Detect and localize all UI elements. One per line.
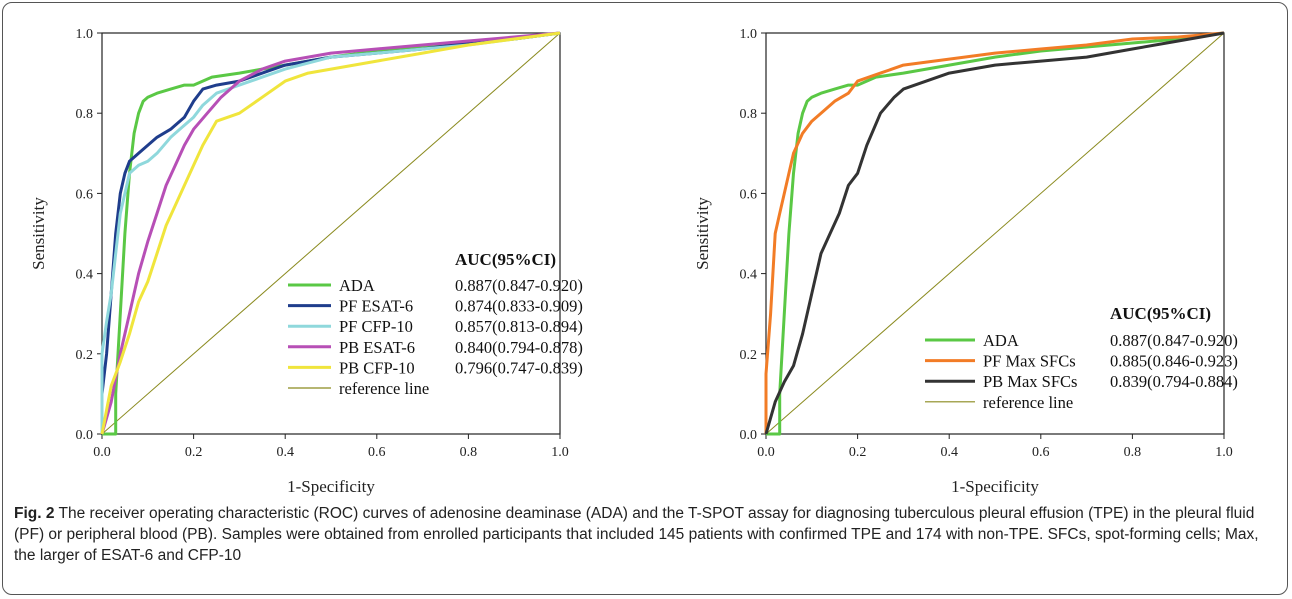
series-line-pb-esat-6 [100, 31, 561, 435]
series-line-ada [766, 31, 1225, 436]
x-tick-label: 0.2 [849, 445, 867, 460]
legend-auc-value: 0.796(0.747-0.839) [455, 358, 583, 377]
y-tick-label: 0.8 [740, 107, 758, 122]
series-line-reference-line [101, 32, 561, 435]
y-tick-label: 0.4 [740, 268, 758, 283]
series-line-pb-max-sfcs [764, 31, 1225, 435]
series-line-ada [102, 31, 561, 436]
series-line-pf-max-sfcs [764, 31, 1225, 434]
legend-auc-value: 0.874(0.833-0.909) [455, 297, 583, 316]
legend-auc-value: 0.839(0.794-0.884) [1110, 372, 1238, 391]
y-tick-label: 0.0 [76, 428, 94, 443]
series-line-pb-cfp-10 [100, 31, 561, 435]
legend-series-name: PF CFP-10 [339, 317, 413, 336]
series-line-reference-line [765, 32, 1225, 435]
y-axis-title: Sensitivity [29, 197, 48, 270]
x-tick-label: 0.4 [940, 445, 958, 460]
legend-series-name: PF ESAT-6 [339, 297, 413, 316]
plot-area-frame [101, 32, 561, 435]
caption-text: The receiver operating characteristic (R… [14, 505, 1259, 564]
x-tick-label: 1.0 [1215, 445, 1233, 460]
legend-series-name: PF Max SFCs [983, 352, 1076, 371]
x-tick-label: 1.0 [551, 445, 569, 460]
y-tick-label: 0.6 [76, 187, 94, 202]
figure-caption: Fig. 2 The receiver operating characteri… [14, 503, 1276, 566]
chart-panel-2: 0.0 0.0 0.2 0.2 0.4 0.4 0.6 0.6 0.8 0.8 1.0 1.0 1-Sp… [693, 27, 1238, 496]
legend-series-name: ADA [339, 276, 375, 295]
legend-auc-value: 0.885(0.846-0.923) [1110, 352, 1238, 371]
series-line-pf-cfp-10 [100, 31, 561, 434]
x-tick-label: 0.8 [1124, 445, 1142, 460]
x-tick-label: 0.2 [185, 445, 203, 460]
legend-series-name: PB Max SFCs [983, 372, 1077, 391]
plot-area-frame [765, 32, 1225, 435]
legend-title: AUC(95%CI) [455, 250, 556, 269]
legend-series-name: reference line [339, 379, 429, 398]
legend-title: AUC(95%CI) [1110, 304, 1211, 323]
y-tick-label: 0.2 [76, 348, 94, 363]
legend-series-name: PB ESAT-6 [339, 338, 415, 357]
y-tick-label: 1.0 [740, 27, 758, 42]
y-axis-title: Sensitivity [693, 197, 712, 270]
x-tick-label: 0.0 [757, 445, 775, 460]
y-tick-label: 0.2 [740, 348, 758, 363]
legend-auc-value: 0.840(0.794-0.878) [455, 338, 583, 357]
y-tick-label: 0.6 [740, 187, 758, 202]
legend-series-name: ADA [983, 331, 1019, 350]
y-tick-label: 0.8 [76, 107, 94, 122]
legend-series-name: PB CFP-10 [339, 358, 415, 377]
legend-auc-value: 0.857(0.813-0.894) [455, 317, 583, 336]
x-axis-title: 1-Specificity [951, 477, 1039, 496]
x-tick-label: 0.4 [276, 445, 294, 460]
caption-label: Fig. 2 [14, 505, 55, 522]
x-tick-label: 0.8 [460, 445, 478, 460]
legend-auc-value: 0.887(0.847-0.920) [1110, 331, 1238, 350]
figure-canvas: 0.0 0.0 0.2 0.2 0.4 0.4 0.6 0.6 0.8 0.8 1.0 1.0 1-Sp… [29, 27, 1238, 496]
y-tick-label: 1.0 [76, 27, 94, 42]
x-tick-label: 0.6 [368, 445, 386, 460]
x-tick-label: 0.6 [1032, 445, 1050, 460]
legend-auc-value: 0.887(0.847-0.920) [455, 276, 583, 295]
chart-panel-1: 0.0 0.0 0.2 0.2 0.4 0.4 0.6 0.6 0.8 0.8 1.0 1.0 1-Sp… [29, 27, 583, 496]
legend-series-name: reference line [983, 393, 1073, 412]
x-tick-label: 0.0 [93, 445, 111, 460]
x-axis-title: 1-Specificity [287, 477, 375, 496]
y-tick-label: 0.0 [740, 428, 758, 443]
y-tick-label: 0.4 [76, 268, 94, 283]
